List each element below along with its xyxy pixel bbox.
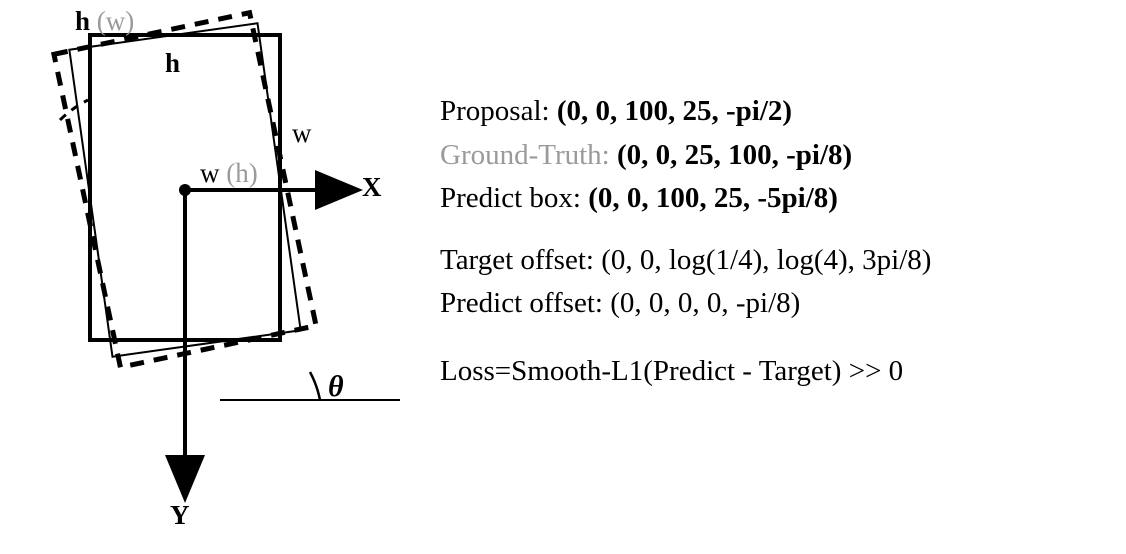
predict-offset-line: Predict offset: (0, 0, 0, 0, -pi/8) xyxy=(440,282,1120,326)
diagram-area: h (w) h w w (h) X Y θ xyxy=(0,0,430,549)
predict-offset-value: (0, 0, 0, 0, -pi/8) xyxy=(610,287,800,319)
predict-offset-label: Predict offset: xyxy=(440,287,610,319)
target-offset-value: (0, 0, log(1/4), log(4), 3pi/8) xyxy=(601,244,931,276)
target-offset-label: Target offset: xyxy=(440,244,601,276)
y-axis-label: Y xyxy=(170,500,190,531)
proposal-h-label: h xyxy=(165,48,180,79)
loss-value: Loss=Smooth-L1(Predict - Target) >> 0 xyxy=(440,355,903,387)
proposal-w-label: w xyxy=(292,118,312,149)
ground-truth-line: Ground-Truth: (0, 0, 25, 100, -pi/8) xyxy=(440,134,1120,178)
ground-truth-label: Ground-Truth: xyxy=(440,139,617,171)
predict-box-label: Predict box: xyxy=(440,182,588,214)
proposal-label: Proposal: xyxy=(440,95,557,127)
proposal-value: (0, 0, 100, 25, -pi/2) xyxy=(557,95,792,127)
angle-arc xyxy=(310,372,320,400)
predict-box-value: (0, 0, 100, 25, -5pi/8) xyxy=(588,182,838,214)
angle-label: θ xyxy=(328,370,344,404)
proposal-line: Proposal: (0, 0, 100, 25, -pi/2) xyxy=(440,90,1120,134)
gt-h-label: h (w) xyxy=(75,6,134,37)
gt-w-label: w (h) xyxy=(200,158,258,189)
predict-box-line: Predict box: (0, 0, 100, 25, -5pi/8) xyxy=(440,177,1120,221)
loss-line: Loss=Smooth-L1(Predict - Target) >> 0 xyxy=(440,350,1120,394)
ground-truth-value: (0, 0, 25, 100, -pi/8) xyxy=(617,139,852,171)
target-offset-line: Target offset: (0, 0, log(1/4), log(4), … xyxy=(440,239,1120,283)
diagram-svg xyxy=(0,0,430,549)
text-panel: Proposal: (0, 0, 100, 25, -pi/2) Ground-… xyxy=(440,90,1120,393)
x-axis-label: X xyxy=(362,172,382,203)
